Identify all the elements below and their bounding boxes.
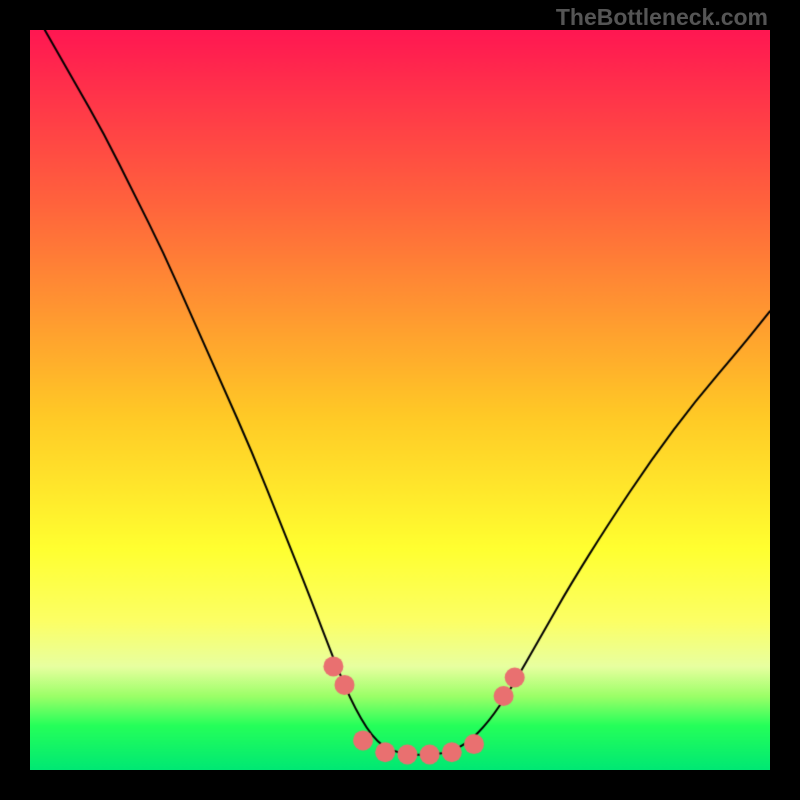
watermark-text: TheBottleneck.com — [556, 4, 768, 31]
bottleneck-curve-chart — [30, 30, 770, 770]
chart-area — [30, 30, 770, 770]
